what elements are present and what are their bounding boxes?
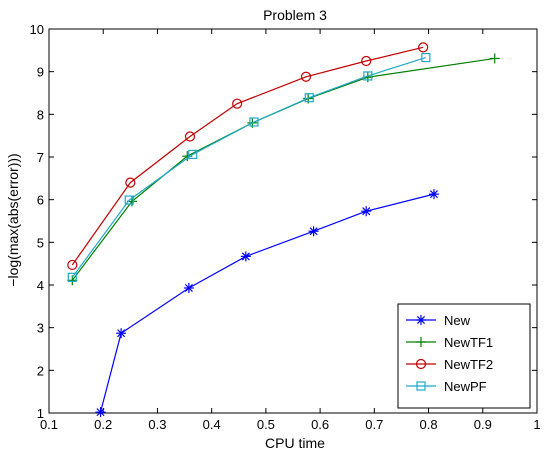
series-line [99, 193, 435, 413]
y-tick-label: 7 [37, 150, 44, 165]
data-point [416, 337, 426, 347]
data-point [300, 71, 312, 82]
legend: New NewTF1 NewTF2 NewPF [397, 303, 531, 409]
y-tick-label: 6 [37, 193, 44, 208]
data-point [418, 42, 429, 53]
data-point [249, 117, 259, 127]
chart-title: Problem 3 [263, 7, 327, 23]
data-point [67, 259, 78, 271]
data-point [125, 177, 136, 188]
y-tick-label: 10 [30, 22, 44, 37]
data-point [232, 98, 243, 109]
series-newtf1 [67, 53, 500, 286]
data-point [116, 328, 127, 339]
y-tick-label: 2 [37, 363, 44, 378]
data-point [184, 131, 196, 142]
x-axis-label: CPU time [265, 435, 325, 451]
x-tick-label: 0.3 [148, 417, 166, 432]
legend-label: NewTF1 [444, 335, 493, 350]
y-tick-label: 4 [37, 278, 44, 293]
legend-item: New [406, 313, 471, 328]
axes: 0.1 0.2 0.3 0.4 0.5 0.6 0.7 0.8 0.9 1 1 2 3 4 5 6 7 8 9 10 [30, 22, 541, 432]
legend-box [397, 303, 531, 409]
x-tick-label: 0.2 [94, 417, 112, 432]
data-point [363, 71, 373, 81]
y-tick-label: 1 [37, 406, 44, 421]
data-point [183, 282, 194, 293]
x-tick-label: 0.4 [203, 417, 221, 432]
series-line [71, 46, 424, 266]
y-tick-label: 5 [37, 235, 44, 250]
data-point [489, 53, 500, 64]
legend-label: NewPF [444, 379, 487, 394]
data-point [416, 315, 426, 325]
data-point [67, 272, 77, 282]
x-tick-label: 0.6 [311, 417, 329, 432]
series-layer [67, 42, 500, 418]
x-tick-label: 0.7 [365, 417, 383, 432]
data-point [416, 381, 426, 391]
x-tick-label: 1 [533, 417, 540, 432]
legend-item: NewTF1 [406, 335, 493, 350]
series-line [71, 57, 427, 278]
series-newpf [67, 52, 431, 282]
data-point [124, 195, 134, 205]
legend-label: New [444, 313, 471, 328]
data-point [361, 55, 372, 67]
data-point [308, 226, 319, 237]
y-tick-label: 3 [37, 321, 44, 336]
series-line [71, 57, 495, 281]
data-point [428, 189, 439, 200]
data-point [240, 251, 251, 262]
data-point [421, 52, 431, 63]
x-tick-label: 0.5 [257, 417, 275, 432]
y-tick-label: 9 [37, 65, 44, 80]
y-axis-label: −log(max(abs(error))) [5, 153, 21, 286]
data-point [188, 149, 198, 160]
plot-frame [48, 28, 538, 414]
series-newtf2 [67, 42, 429, 271]
data-point [361, 206, 372, 217]
legend-item: NewPF [406, 379, 487, 394]
legend-label: NewTF2 [444, 357, 493, 372]
x-tick-label: 0.9 [474, 417, 492, 432]
data-point [95, 407, 106, 418]
data-point [304, 93, 314, 103]
x-tick-label: 0.1 [40, 417, 58, 432]
y-tick-label: 8 [37, 107, 44, 122]
data-point [415, 358, 427, 370]
legend-item: NewTF2 [406, 357, 493, 372]
series-new [95, 189, 439, 418]
x-tick-label: 0.8 [420, 417, 438, 432]
